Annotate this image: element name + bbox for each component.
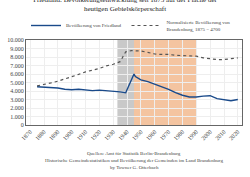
svg-text:Historische Gemeindestatistike: Historische Gemeindestatistiken und Bevö… xyxy=(45,158,223,163)
svg-text:Friedland: Bevölkerungsentwick: Friedland: Bevölkerungsentwicklung seit … xyxy=(33,0,217,13)
svg-text:9.000: 9.000 xyxy=(10,46,24,52)
svg-text:2000: 2000 xyxy=(200,129,213,142)
svg-text:1910: 1910 xyxy=(76,129,89,142)
svg-text:Bevölkerung von Friedland: Bevölkerung von Friedland xyxy=(66,23,121,28)
svg-text:10.000: 10.000 xyxy=(7,37,24,43)
svg-text:8.000: 8.000 xyxy=(10,54,24,60)
svg-text:1940: 1940 xyxy=(117,129,130,142)
svg-text:1990: 1990 xyxy=(186,129,199,142)
svg-text:1890: 1890 xyxy=(48,129,61,142)
svg-text:5.000: 5.000 xyxy=(10,80,24,86)
svg-text:3.000: 3.000 xyxy=(10,97,24,103)
svg-text:2010: 2010 xyxy=(214,129,227,142)
svg-text:1930: 1930 xyxy=(103,129,116,142)
svg-text:7.000: 7.000 xyxy=(10,63,24,69)
svg-text:1980: 1980 xyxy=(173,129,186,142)
svg-text:1.000: 1.000 xyxy=(10,114,24,120)
svg-text:Quellen: Amt für Statistik Ber: Quellen: Amt für Statistik Berlin-Brande… xyxy=(87,151,181,156)
svg-text:1960: 1960 xyxy=(145,129,158,142)
svg-text:1870: 1870 xyxy=(20,129,33,142)
svg-text:1950: 1950 xyxy=(131,129,144,142)
svg-text:2.000: 2.000 xyxy=(10,105,24,111)
svg-text:1880: 1880 xyxy=(34,129,47,142)
svg-text:1900: 1900 xyxy=(62,129,75,142)
svg-text:0: 0 xyxy=(21,122,24,128)
svg-text:1970: 1970 xyxy=(159,129,172,142)
svg-text:4.000: 4.000 xyxy=(10,88,24,94)
svg-text:Normalisierte Bevölkerung vonB: Normalisierte Bevölkerung vonBrandenburg… xyxy=(166,20,230,33)
svg-text:by Towner G. Otterbach: by Towner G. Otterbach xyxy=(110,165,159,170)
svg-text:6.000: 6.000 xyxy=(10,71,24,77)
svg-text:1920: 1920 xyxy=(89,129,102,142)
svg-text:2020: 2020 xyxy=(228,129,241,142)
